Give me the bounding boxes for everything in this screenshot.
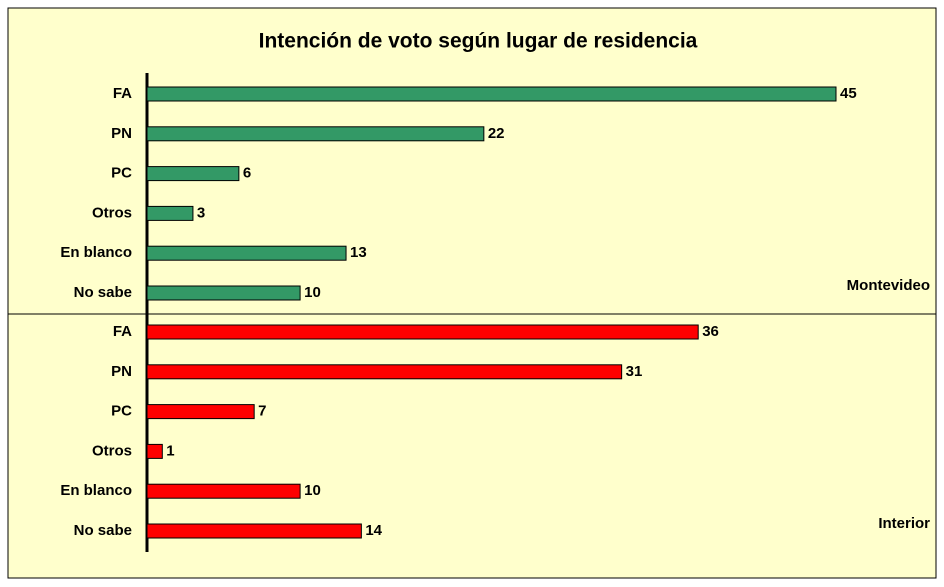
value-label: 45	[840, 85, 857, 102]
category-label: PC	[111, 403, 132, 420]
group-label: Interior	[878, 515, 930, 532]
category-label: PN	[111, 363, 132, 380]
category-label: PC	[111, 165, 132, 182]
category-label: No sabe	[74, 522, 132, 539]
value-label: 13	[350, 244, 367, 261]
category-label: En blanco	[60, 482, 132, 499]
bar	[146, 483, 301, 499]
bar	[146, 205, 194, 221]
category-label: Otros	[92, 204, 132, 221]
bar	[146, 443, 163, 459]
bar	[146, 86, 837, 102]
bar	[146, 404, 255, 420]
value-label: 22	[488, 125, 505, 142]
value-label: 10	[304, 482, 321, 499]
value-label: 3	[197, 204, 205, 221]
category-label: FA	[113, 323, 132, 340]
value-label: 6	[243, 165, 251, 182]
category-label: PN	[111, 125, 132, 142]
chart-title: Intención de voto según lugar de residen…	[259, 30, 698, 53]
bar	[146, 324, 699, 340]
value-label: 10	[304, 284, 321, 301]
category-label: Otros	[92, 442, 132, 459]
bar	[146, 166, 240, 182]
group-label: Montevideo	[847, 277, 930, 294]
value-label: 36	[702, 323, 719, 340]
value-label: 14	[365, 522, 382, 539]
value-label: 1	[166, 442, 174, 459]
category-label: En blanco	[60, 244, 132, 261]
bar	[146, 523, 362, 539]
bar	[146, 126, 485, 142]
value-label: 31	[626, 363, 643, 380]
bar	[146, 285, 301, 301]
bar	[146, 364, 623, 380]
category-label: FA	[113, 85, 132, 102]
bar	[146, 245, 347, 261]
category-label: No sabe	[74, 284, 132, 301]
value-label: 7	[258, 403, 266, 420]
